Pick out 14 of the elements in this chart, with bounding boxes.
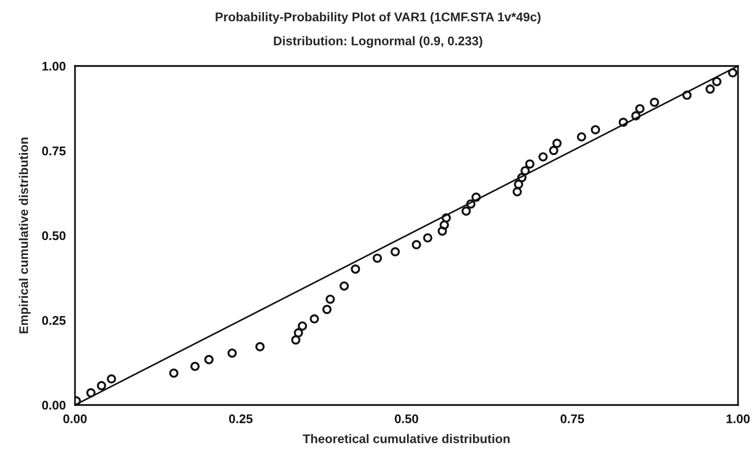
x-tick-label: 0.00 (63, 414, 87, 424)
x-tick-label: 0.50 (394, 414, 418, 424)
y-tick-label: 1.00 (42, 62, 66, 71)
x-tick-label: 0.25 (229, 414, 253, 424)
chart-title: Probability-Probability Plot of VAR1 (1CMF.STA 1v*49c) (216, 12, 540, 24)
x-tick-label: 0.75 (560, 414, 584, 424)
x-tick-label: 1.00 (726, 414, 750, 424)
y-tick-label: 0.25 (42, 316, 66, 325)
y-axis-title: Empirical cumulative distribution (18, 138, 31, 334)
y-tick-label: 0.00 (42, 400, 66, 410)
x-axis-title: Theoretical cumulative distribution (302, 434, 510, 444)
chart-subtitle: Distribution: Lognormal (0.9, 0.233) (274, 36, 482, 48)
y-tick-label: 0.75 (42, 146, 66, 156)
y-tick-label: 0.50 (42, 231, 66, 240)
